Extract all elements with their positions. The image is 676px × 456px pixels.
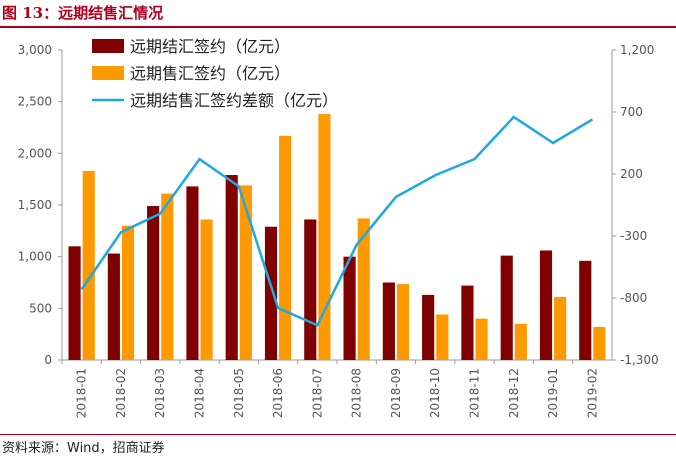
bar [514, 323, 527, 360]
bar [161, 193, 174, 360]
bar [579, 260, 592, 360]
x-tick-label: 2018-07 [310, 368, 324, 418]
legend-label: 远期结售汇签约差额（亿元） [130, 91, 338, 110]
bar [107, 253, 120, 360]
legend-label: 远期售汇签约（亿元） [130, 64, 290, 83]
y-tick-label: 2,500 [18, 95, 52, 109]
legend-label: 远期结汇签约（亿元） [130, 37, 290, 56]
y2-tick-label: -300 [620, 229, 647, 243]
y-tick-label: 3,000 [18, 43, 52, 57]
x-tick-label: 2018-11 [468, 368, 482, 418]
y2-tick-label: -1,300 [620, 353, 659, 367]
x-tick-label: 2018-03 [153, 368, 167, 418]
bar [422, 294, 435, 360]
x-tick-label: 2018-12 [507, 368, 521, 418]
y2-tick-label: 200 [620, 167, 643, 181]
bar [343, 256, 356, 360]
bar [147, 206, 160, 360]
bar [225, 175, 238, 360]
source-note: 资料来源：Wind，招商证券 [2, 441, 165, 456]
bar [475, 318, 488, 360]
y-tick-label: 1,500 [18, 198, 52, 212]
y-tick-label: 1,000 [18, 250, 52, 264]
x-tick-label: 2019-02 [585, 368, 599, 418]
bar [186, 186, 199, 360]
bar [239, 185, 252, 360]
bar [279, 135, 292, 360]
y-tick-label: 0 [44, 353, 52, 367]
y2-tick-label: 700 [620, 105, 643, 119]
bar [304, 219, 317, 360]
y-tick-label: 2,000 [18, 146, 52, 160]
bar [82, 170, 95, 360]
x-tick-label: 2018-05 [232, 368, 246, 418]
bar [382, 282, 395, 360]
bar [436, 314, 449, 360]
bar [121, 225, 135, 360]
x-tick-label: 2018-01 [75, 368, 89, 418]
x-tick-label: 2019-01 [546, 368, 560, 418]
bar [357, 218, 370, 360]
x-tick-label: 2018-04 [193, 368, 207, 418]
bar [264, 226, 278, 360]
x-tick-label: 2018-06 [271, 368, 285, 418]
y2-tick-label: 1,200 [620, 43, 654, 57]
bar [539, 250, 553, 360]
y2-tick-label: -800 [620, 291, 647, 305]
figure-title: 图 13：远期结售汇情况 [2, 4, 164, 22]
legend-swatch [92, 39, 124, 53]
bar [500, 255, 513, 360]
bar [318, 114, 331, 360]
title-rule [0, 26, 676, 28]
x-tick-label: 2018-02 [114, 368, 128, 418]
x-tick-label: 2018-08 [350, 368, 364, 418]
bar [461, 285, 474, 360]
bar [396, 284, 410, 360]
bar [68, 246, 81, 360]
legend-swatch [92, 66, 124, 80]
footer-rule [0, 434, 676, 435]
x-tick-label: 2018-10 [428, 368, 442, 418]
y-tick-label: 500 [29, 301, 52, 315]
bar [200, 219, 213, 360]
x-tick-label: 2018-09 [389, 368, 403, 418]
bar [554, 296, 567, 360]
bar [593, 326, 606, 360]
line-series [80, 115, 594, 327]
